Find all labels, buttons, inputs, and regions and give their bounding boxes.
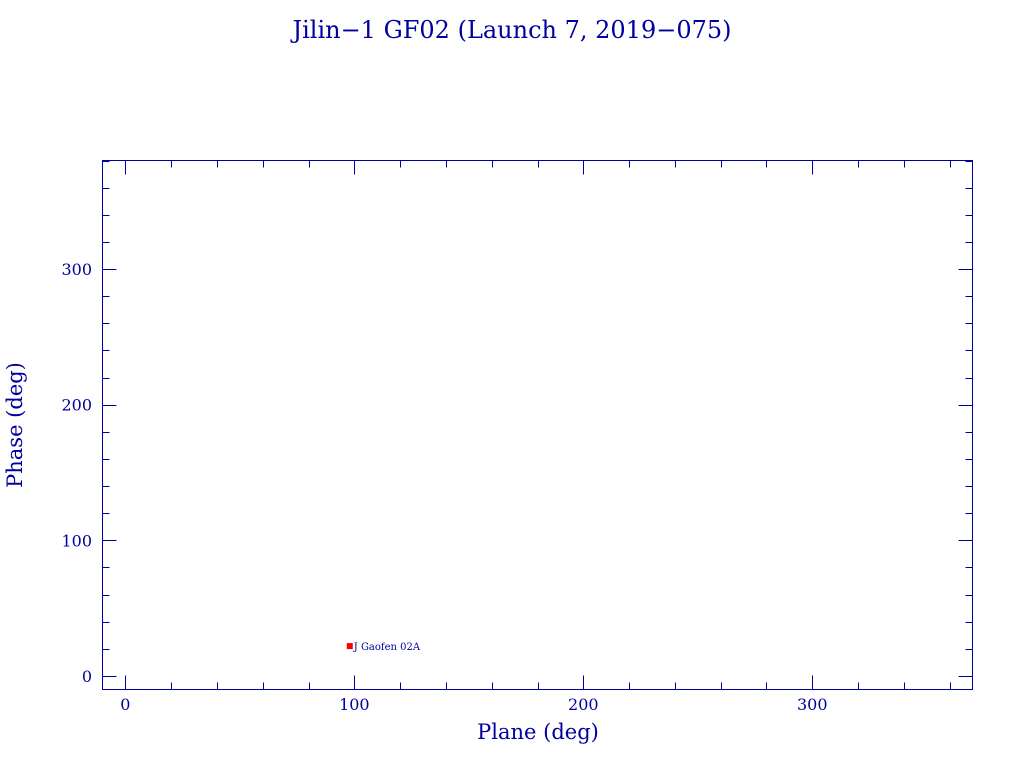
x-tick-label: 300 [797, 695, 828, 714]
plot-frame [102, 160, 973, 690]
x-axis-label: Plane (deg) [477, 720, 599, 744]
y-axis-label: Phase (deg) [3, 362, 27, 488]
axis-ticks [102, 160, 973, 690]
y-tick-label: 300 [61, 260, 92, 279]
x-tick-label: 100 [339, 695, 370, 714]
chart-title: Jilin−1 GF02 (Launch 7, 2019−075) [289, 16, 731, 44]
data-point-label: J Gaofen 02A [353, 642, 421, 653]
axis-tick-labels: 0 100 200 300 0 100 200 300 [61, 260, 827, 714]
y-tick-label: 200 [61, 396, 92, 415]
y-tick-label: 0 [82, 667, 92, 686]
data-points: J Gaofen 02A [346, 642, 421, 653]
x-tick-label: 200 [568, 695, 599, 714]
x-tick-label: 0 [120, 695, 130, 714]
data-point [346, 643, 353, 650]
y-tick-label: 100 [61, 531, 92, 550]
